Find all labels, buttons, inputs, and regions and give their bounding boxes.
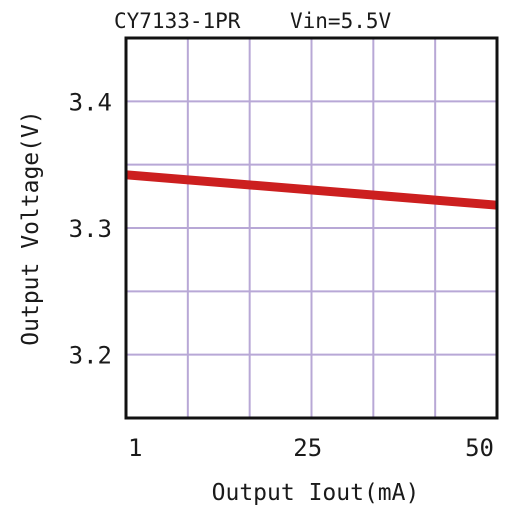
y-tick-label: 3.2 [69,342,112,370]
plot-frame [124,36,499,420]
series-layer [125,170,498,210]
x-tick-labels: 1 25 50 [128,434,494,462]
x-tick-label: 1 [128,434,142,462]
chart-title: CY7133-1PR [114,9,241,33]
y-tick-label: 3.4 [69,88,112,116]
x-tick-label: 25 [293,434,322,462]
grid [126,38,497,418]
y-tick-label: 3.3 [69,215,112,243]
series-line [125,170,498,210]
chart-subtitle: Vin=5.5V [290,9,392,33]
y-axis-label: Output Voltage(V) [18,110,44,345]
x-axis-label: Output Iout(mA) [212,480,420,506]
x-tick-label: 50 [465,434,494,462]
y-tick-labels: 3.2 3.3 3.4 [69,88,112,369]
